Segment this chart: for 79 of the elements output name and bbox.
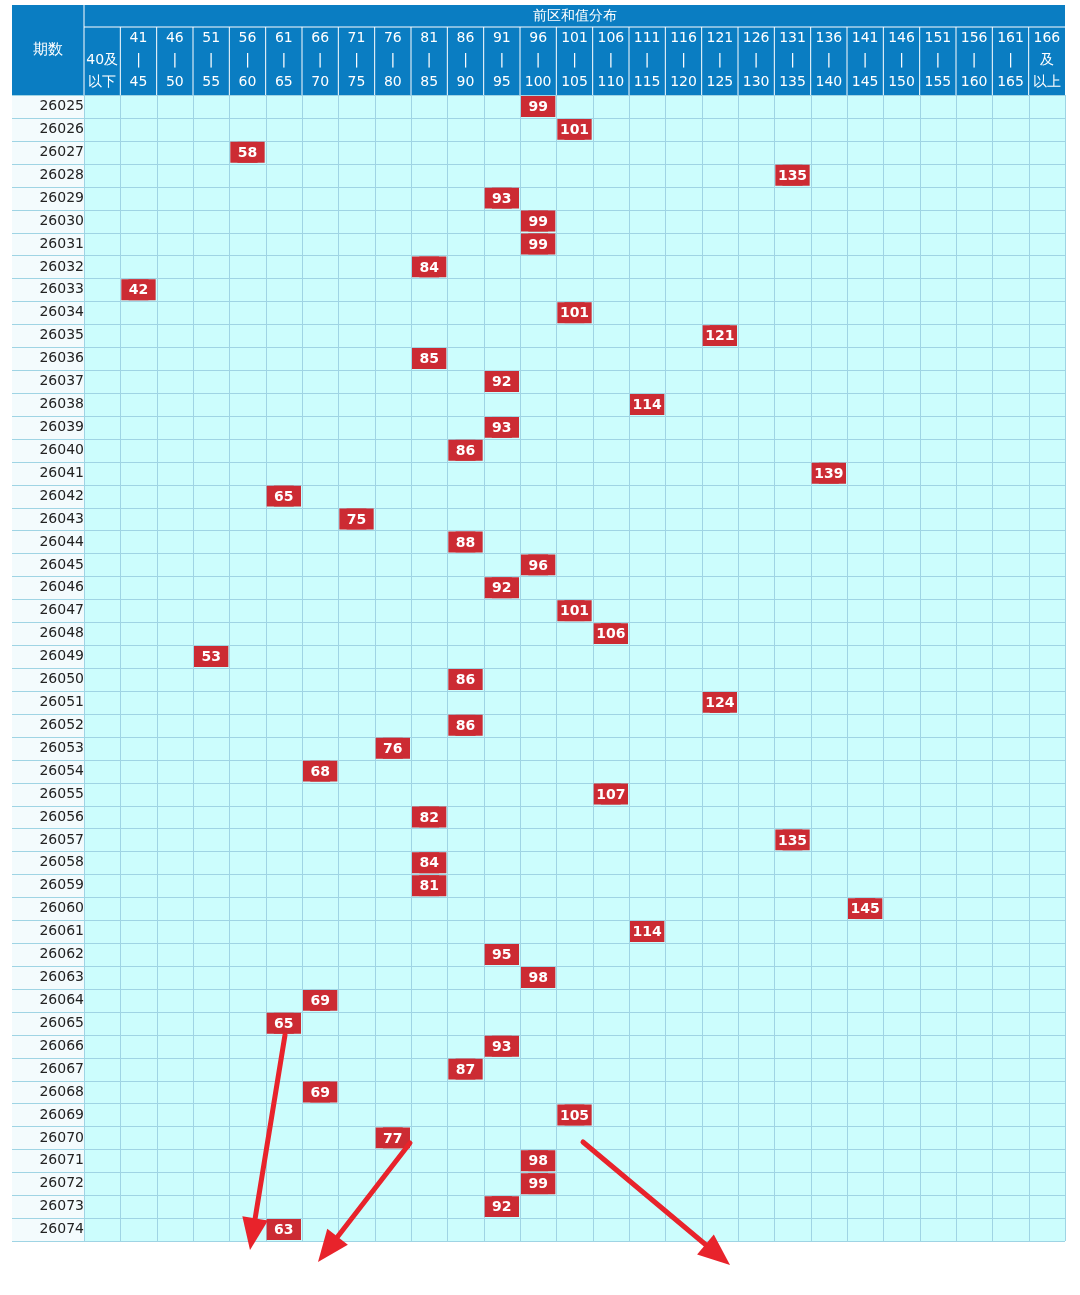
y-tick-label: 26049 [39,647,85,664]
x-tick-label: 56 | 60 [238,29,257,89]
x-tick-label: 41 | 45 [129,29,148,89]
x-tick-label: 66 | 70 [311,29,330,89]
y-tick-label: 26040 [39,440,85,457]
y-tick-label: 26060 [39,899,85,916]
y-tick-label: 26026 [39,120,85,137]
x-tick-label: 46 | 50 [165,29,184,89]
x-tick-label: 141 | 145 [851,29,879,89]
y-tick-label: 26042 [39,486,85,503]
y-tick-label: 26069 [39,1105,85,1122]
x-tick-label: 111 | 115 [633,29,661,89]
y-tick-label: 26027 [39,142,85,159]
y-tick-label: 26028 [39,165,85,182]
x-tick-label: 126 | 130 [742,29,770,89]
y-tick-label: 26064 [39,990,85,1007]
y-tick-label: 26033 [39,280,85,297]
x-tick-label: 106 | 110 [597,29,625,89]
y-tick-label: 26045 [39,555,85,572]
y-axis-title: 期数 [33,39,63,58]
y-tick-label: 26036 [39,349,85,366]
y-tick-label: 26070 [39,1128,85,1145]
y-tick-label: 26052 [39,715,85,732]
x-tick-label: 81 | 85 [420,29,439,89]
y-tick-label: 26043 [39,509,85,526]
x-tick-label: 91 | 95 [492,29,511,89]
y-tick-label: 26067 [39,1059,85,1076]
y-tick-label: 26048 [39,624,85,641]
x-tick-label: 161 | 165 [997,29,1024,89]
y-tick-label: 26063 [39,968,85,985]
x-tick-label: 121 | 125 [706,29,734,89]
x-tick-label: 61 | 65 [274,29,293,89]
y-tick-label: 26029 [39,188,85,205]
y-tick-label: 26041 [39,463,85,480]
y-tick-label: 26044 [39,532,85,549]
x-tick-label: 76 | 80 [383,29,402,89]
y-tick-label: 26046 [39,578,85,595]
y-tick-label: 26062 [39,945,85,962]
y-tick-label: 26034 [39,303,85,320]
y-tick-label: 26047 [39,601,85,618]
y-tick-label: 26065 [39,1013,85,1030]
y-tick-label: 26054 [39,761,85,778]
x-tick-label: 116 | 120 [670,29,697,89]
x-tick-label: 131 | 135 [779,29,806,89]
x-tick-label: 166及以上 [1032,29,1061,89]
y-tick-label: 26074 [39,1220,85,1237]
y-tick-label: 26066 [39,1036,85,1053]
x-tick-label: 136 | 140 [815,29,843,89]
x-tick-label: 51 | 55 [202,29,221,89]
y-tick-label: 26061 [39,922,85,939]
x-tick-label: 101 | 105 [561,29,588,89]
y-tick-label: 26059 [39,876,85,893]
y-tick-label: 26055 [39,784,85,801]
x-tick-label: 96 | 100 [524,29,552,89]
x-tick-label: 156 | 160 [960,29,988,89]
y-tick-label: 26032 [39,257,85,274]
y-tick-label: 26050 [39,670,85,687]
y-tick-label: 26025 [39,97,85,114]
x-tick-label: 146 | 150 [888,29,915,89]
y-tick-label: 26031 [39,234,85,251]
y-tick-label: 26058 [39,853,85,870]
y-tick-label: 26030 [39,211,85,228]
y-tick-label: 26037 [39,372,85,389]
x-tick-label: 86 | 90 [456,29,475,89]
y-tick-label: 26073 [39,1197,85,1214]
y-tick-label: 26039 [39,417,85,434]
x-axis-title: 前区和值分布 [532,6,617,23]
y-tick-label: 26056 [39,807,85,824]
y-tick-label: 26068 [39,1082,85,1099]
y-tick-label: 26035 [39,326,85,343]
y-tick-label: 26072 [39,1174,85,1191]
x-tick-label: 151 | 155 [924,29,952,89]
y-tick-label: 26057 [39,830,85,847]
y-tick-label: 26071 [39,1151,85,1168]
x-tick-label: 40及以下 [86,51,119,89]
y-tick-label: 26051 [39,693,85,710]
y-tick-label: 26038 [39,395,85,412]
x-tick-label: 71 | 75 [347,29,366,89]
y-tick-label: 26053 [39,738,85,755]
